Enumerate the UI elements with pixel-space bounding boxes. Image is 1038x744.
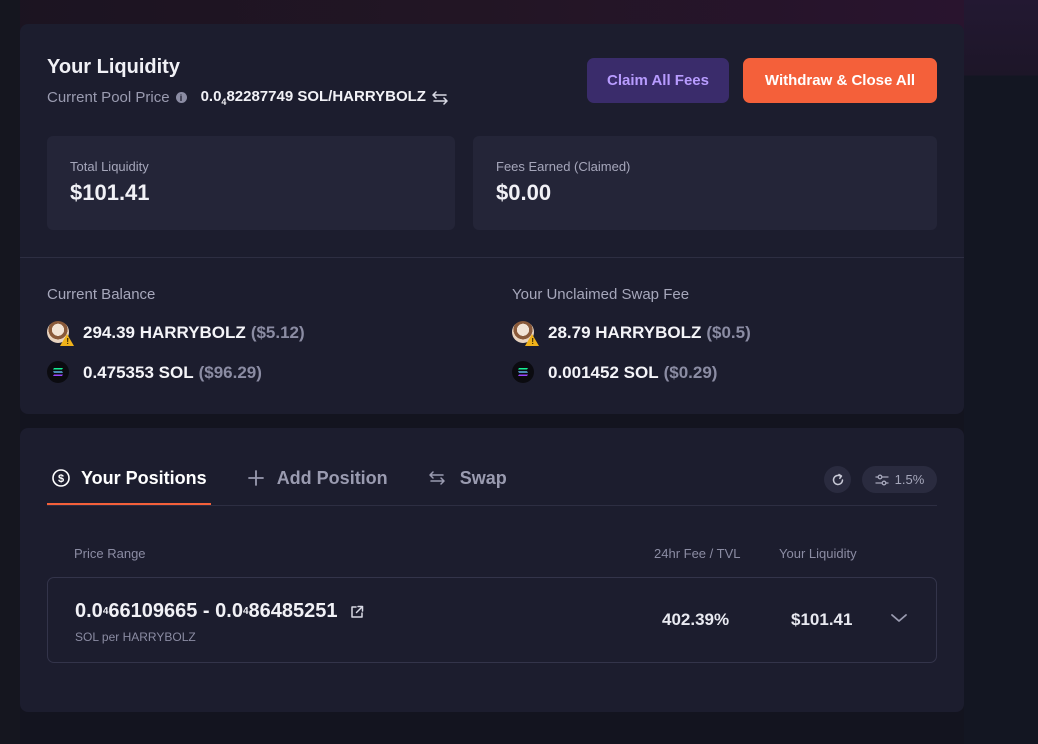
pool-price-label: Current Pool Price	[47, 89, 170, 106]
harrybolz-token-icon: !	[47, 321, 74, 346]
position-price-range: 0.0 4 66109665 - 0.0 4 86485251	[75, 600, 364, 623]
positions-tabs: $ Your Positions Add Position Swap	[47, 462, 547, 494]
swap-arrows-icon	[428, 471, 445, 485]
total-liquidity-label: Total Liquidity	[70, 159, 149, 174]
background-right	[964, 0, 1038, 744]
settings-sliders-icon	[875, 474, 889, 485]
liquidity-card: Your Liquidity Current Pool Price i 0.04…	[20, 24, 964, 414]
tab-add-position[interactable]: Add Position	[247, 468, 388, 489]
active-tab-indicator	[47, 503, 211, 505]
range-low-prefix: 0.0	[75, 600, 103, 622]
background-left	[0, 0, 20, 744]
current-balance-harrybolz: ! 294.39 HARRYBOLZ ($5.12)	[47, 321, 305, 346]
external-link-icon[interactable]	[350, 605, 364, 619]
refresh-icon	[832, 473, 843, 485]
tab-label: Swap	[459, 467, 507, 488]
column-fee-tvl: 24hr Fee / TVL	[654, 546, 741, 561]
balance-amount: 0.475353 SOL	[83, 363, 194, 382]
range-high-zero-count: 4	[242, 606, 249, 617]
unclaimed-fee-label: Your Unclaimed Swap Fee	[512, 286, 690, 303]
tab-swap[interactable]: Swap	[428, 468, 507, 489]
tab-your-positions[interactable]: $ Your Positions	[47, 468, 207, 489]
positions-card: $ Your Positions Add Position Swap	[20, 428, 964, 712]
balance-usd: ($5.12)	[250, 323, 305, 342]
sol-token-icon	[512, 361, 536, 385]
unclaimed-amount: 0.001452 SOL	[548, 363, 659, 382]
section-divider	[20, 257, 964, 258]
dollar-circle-icon: $	[52, 469, 70, 487]
info-icon[interactable]: i	[175, 92, 187, 103]
range-low-rest: 66109665	[108, 600, 198, 622]
unclaimed-fee-sol: 0.001452 SOL ($0.29)	[512, 361, 717, 385]
unclaimed-usd: ($0.5)	[706, 323, 751, 342]
position-unit: SOL per HARRYBOLZ	[75, 630, 196, 644]
liquidity-title: Your Liquidity	[47, 56, 180, 78]
plus-icon	[247, 470, 264, 486]
fees-earned-value: $0.00	[496, 180, 552, 205]
current-balance-label: Current Balance	[47, 286, 156, 303]
tabs-divider	[47, 505, 937, 506]
unclaimed-fee-harrybolz: ! 28.79 HARRYBOLZ ($0.5)	[512, 321, 751, 346]
column-your-liquidity: Your Liquidity	[779, 546, 857, 561]
pool-price-row: Current Pool Price i 0.0482287749 SOL/HA…	[47, 88, 448, 107]
tab-label: Your Positions	[81, 467, 207, 488]
current-balance-sol: 0.475353 SOL ($96.29)	[47, 361, 262, 385]
unclaimed-usd: ($0.29)	[663, 363, 718, 382]
tab-label: Add Position	[276, 467, 388, 488]
pool-price-zero-count: 4	[221, 97, 227, 107]
svg-text:$: $	[58, 473, 64, 485]
claim-all-fees-button[interactable]: Claim All Fees	[587, 58, 729, 103]
slippage-value: 1.5%	[894, 472, 925, 487]
position-row[interactable]: 0.0 4 66109665 - 0.0 4 86485251 SOL per HARR…	[47, 577, 937, 663]
position-liquidity: $101.41	[791, 610, 853, 629]
range-low-zero-count: 4	[102, 606, 109, 617]
pool-price-rest: 82287749 SOL/HARRYBOLZ	[226, 88, 426, 105]
balance-amount: 294.39 HARRYBOLZ	[83, 323, 246, 342]
fees-earned-label: Fees Earned (Claimed)	[496, 159, 631, 174]
range-high-rest: 86485251	[248, 600, 338, 622]
fees-earned-box: Fees Earned (Claimed) $0.00	[473, 136, 937, 230]
range-high-prefix: 0.0	[215, 600, 243, 622]
range-separator: -	[197, 600, 216, 622]
total-liquidity-value: $101.41	[70, 180, 150, 205]
unclaimed-amount: 28.79 HARRYBOLZ	[548, 323, 702, 342]
invert-price-icon[interactable]	[432, 90, 448, 105]
slippage-button[interactable]: 1.5%	[862, 466, 937, 493]
refresh-button[interactable]	[824, 466, 851, 493]
pool-price-value: 0.0482287749 SOL/HARRYBOLZ	[201, 88, 426, 107]
balance-usd: ($96.29)	[198, 363, 262, 382]
column-price-range: Price Range	[74, 546, 146, 561]
position-fee-tvl: 402.39%	[662, 610, 730, 629]
withdraw-close-all-button[interactable]: Withdraw & Close All	[743, 58, 937, 103]
sol-token-icon	[47, 361, 71, 385]
harrybolz-token-icon: !	[512, 321, 539, 346]
total-liquidity-box: Total Liquidity $101.41	[47, 136, 455, 230]
chevron-down-icon[interactable]	[890, 612, 908, 624]
pool-price-prefix: 0.0	[200, 88, 222, 105]
